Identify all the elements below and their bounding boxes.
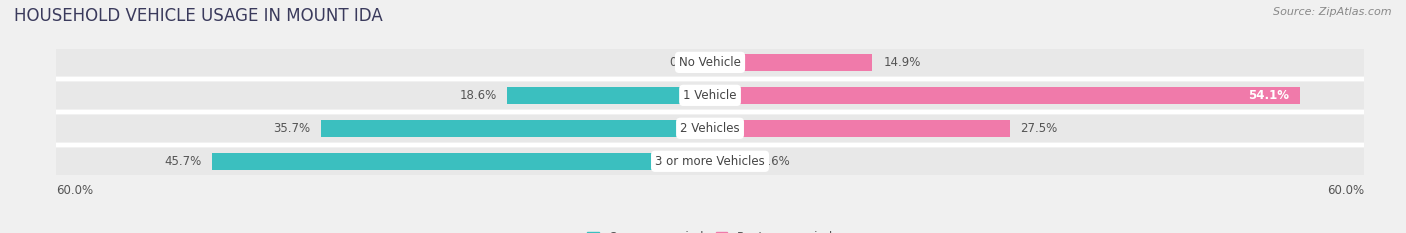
Bar — [710, 153, 749, 170]
Bar — [508, 87, 710, 104]
Text: 2 Vehicles: 2 Vehicles — [681, 122, 740, 135]
Bar — [56, 148, 1364, 175]
Bar — [710, 87, 1299, 104]
Text: 35.7%: 35.7% — [273, 122, 311, 135]
Text: 3 or more Vehicles: 3 or more Vehicles — [655, 155, 765, 168]
Text: 14.9%: 14.9% — [883, 56, 921, 69]
Text: 60.0%: 60.0% — [1327, 184, 1364, 197]
Text: 3.6%: 3.6% — [761, 155, 790, 168]
Text: 45.7%: 45.7% — [165, 155, 201, 168]
Bar — [710, 54, 872, 71]
Text: 1 Vehicle: 1 Vehicle — [683, 89, 737, 102]
Legend: Owner-occupied, Renter-occupied: Owner-occupied, Renter-occupied — [582, 226, 838, 233]
Text: 54.1%: 54.1% — [1247, 89, 1289, 102]
Text: 18.6%: 18.6% — [460, 89, 496, 102]
Text: Source: ZipAtlas.com: Source: ZipAtlas.com — [1274, 7, 1392, 17]
Text: HOUSEHOLD VEHICLE USAGE IN MOUNT IDA: HOUSEHOLD VEHICLE USAGE IN MOUNT IDA — [14, 7, 382, 25]
Bar — [56, 82, 1364, 109]
Bar — [56, 115, 1364, 142]
Text: No Vehicle: No Vehicle — [679, 56, 741, 69]
Bar — [710, 120, 1010, 137]
Text: 60.0%: 60.0% — [56, 184, 93, 197]
Text: 0.0%: 0.0% — [669, 56, 699, 69]
Bar — [56, 49, 1364, 76]
Text: 27.5%: 27.5% — [1021, 122, 1057, 135]
Bar — [321, 120, 710, 137]
Bar — [212, 153, 710, 170]
